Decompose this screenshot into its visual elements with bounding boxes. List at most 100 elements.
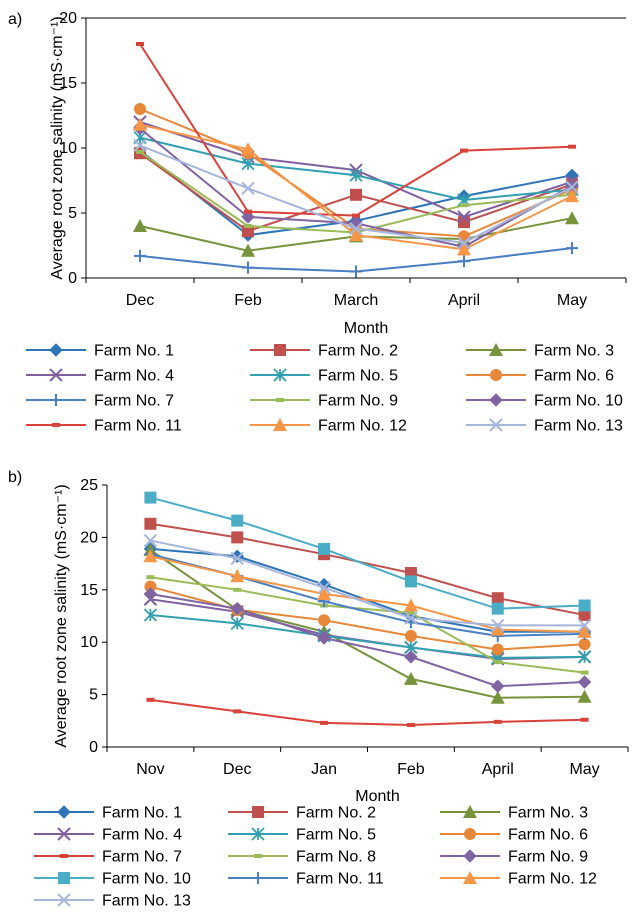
a-data-point — [242, 261, 254, 274]
b-legend-item: Farm No. 9 — [440, 849, 588, 866]
a-legend-item: Farm No. 12 — [250, 418, 407, 435]
b-legend-label: Farm No. 5 — [296, 827, 376, 844]
b-legend-item: Farm No. 2 — [228, 805, 376, 822]
b-data-point — [231, 531, 244, 544]
b-series-line — [150, 698, 585, 726]
b-series-1 — [143, 542, 592, 639]
a-data-point — [349, 228, 363, 242]
a-series-10 — [136, 42, 576, 218]
a-x-tick-label: Feb — [234, 292, 262, 309]
b-data-point — [143, 533, 158, 548]
b-y-tick-label: 15 — [80, 582, 98, 599]
b-legend-item: Farm No. 6 — [440, 827, 588, 844]
b-legend-label: Farm No. 8 — [296, 849, 376, 866]
b-legend-marker — [463, 805, 477, 818]
a-legend-item: Farm No. 6 — [466, 368, 614, 385]
b-legend-item: Farm No. 3 — [440, 805, 588, 822]
a-data-point — [566, 242, 578, 255]
a-legend-label: Farm No. 6 — [534, 368, 614, 385]
a-y-tick-label: 5 — [68, 205, 77, 222]
b-x-tick-label: April — [482, 761, 514, 778]
a-data-point — [133, 117, 147, 131]
a-legend-marker — [489, 393, 503, 407]
b-legend-item: Farm No. 4 — [34, 827, 182, 844]
a-data-point — [565, 180, 579, 194]
b-legend-label: Farm No. 6 — [508, 827, 588, 844]
a-panel-label: a) — [8, 11, 22, 28]
a-data-point — [136, 42, 144, 46]
b-data-point — [577, 624, 592, 638]
b-data-point — [230, 616, 244, 630]
a-legend-item: Farm No. 2 — [250, 343, 398, 360]
b-data-point — [318, 614, 331, 627]
b-data-point — [493, 660, 502, 665]
b-data-point — [577, 675, 592, 689]
a-data-point — [460, 203, 468, 208]
b-legend-marker — [57, 893, 71, 907]
b-y-axis-title: Average root zone salinity (mS·cm⁻¹) — [53, 484, 70, 747]
b-data-point — [404, 650, 418, 664]
b-data-point — [403, 598, 418, 612]
b-y-tick-label: 0 — [89, 739, 98, 756]
a-legend-item: Farm No. 1 — [26, 343, 174, 360]
b-legend-item: Farm No. 7 — [34, 849, 182, 866]
b-data-point — [577, 650, 592, 664]
a-legend-item: Farm No. 5 — [250, 368, 398, 385]
a-x-axis-title: Month — [344, 320, 388, 337]
b-data-point — [578, 608, 591, 621]
b-legend-marker — [252, 806, 264, 818]
a-legend-label: Farm No. 7 — [94, 393, 174, 410]
b-data-point — [491, 643, 504, 656]
b-data-point — [491, 592, 504, 605]
b-legend-item: Farm No. 11 — [228, 871, 384, 888]
b-data-point — [318, 542, 331, 555]
a-legend-label: Farm No. 5 — [318, 368, 398, 385]
a-data-point — [350, 265, 362, 278]
a-legend-marker — [273, 368, 287, 382]
b-data-point — [144, 580, 157, 593]
a-data-point — [460, 148, 468, 153]
b-legend-label: Farm No. 11 — [296, 871, 384, 888]
a-legend-marker — [490, 369, 502, 381]
a-x-tick-label: April — [448, 292, 480, 309]
a-data-point — [134, 249, 146, 262]
b-series-13 — [143, 533, 592, 633]
b-data-point — [490, 622, 505, 636]
b-data-point — [491, 679, 505, 693]
b-data-point — [143, 587, 158, 601]
b-legend-label: Farm No. 1 — [102, 805, 182, 822]
b-legend-item: Farm No. 13 — [34, 893, 191, 910]
a-data-point — [241, 210, 255, 224]
b-legend-marker — [252, 872, 264, 884]
b-panel-label: b) — [8, 469, 22, 486]
b-series-line — [150, 585, 585, 651]
b-legend-label: Farm No. 9 — [508, 849, 588, 866]
a-data-point — [565, 211, 579, 225]
b-data-point — [231, 514, 244, 527]
a-legend-marker — [52, 423, 60, 427]
b-data-point — [406, 610, 415, 615]
a-legend-item: Farm No. 10 — [466, 393, 623, 410]
b-data-point — [230, 551, 244, 566]
b-legend-marker — [57, 805, 71, 819]
b-data-point — [406, 722, 415, 727]
b-legend-marker — [58, 872, 70, 884]
a-legend-marker — [49, 343, 63, 357]
a-legend-item: Farm No. 3 — [466, 343, 614, 360]
b-data-point — [317, 586, 332, 600]
a-data-point — [136, 149, 144, 154]
a-legend-label: Farm No. 2 — [318, 343, 398, 360]
b-y-tick-label: 10 — [80, 634, 98, 651]
b-data-point — [146, 575, 155, 580]
b-series-line — [150, 613, 585, 659]
a-x-tick-label: March — [334, 292, 378, 309]
b-data-point — [404, 629, 417, 642]
b-data-point — [233, 587, 242, 592]
a-legend-marker — [49, 368, 63, 382]
b-series-line — [150, 522, 585, 616]
a-legend-marker — [273, 418, 287, 431]
b-legend-marker — [57, 827, 71, 841]
b-data-point — [491, 602, 504, 615]
b-data-point — [577, 689, 592, 703]
a-data-point — [133, 219, 147, 232]
